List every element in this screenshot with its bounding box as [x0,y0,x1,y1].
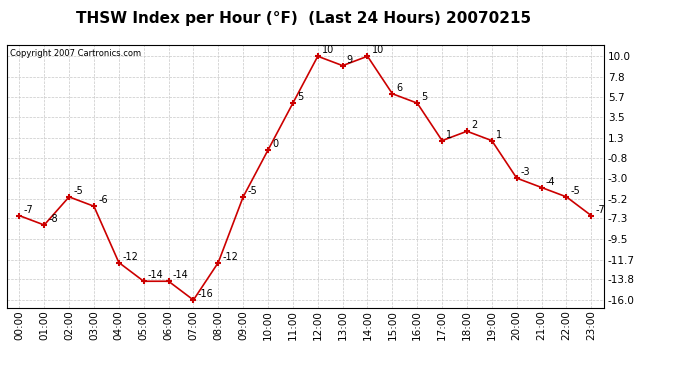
Text: -7: -7 [595,205,605,215]
Text: 2: 2 [471,120,477,130]
Text: 5: 5 [297,92,304,102]
Text: -4: -4 [546,177,555,187]
Text: -12: -12 [123,252,139,262]
Text: -7: -7 [23,205,33,215]
Text: 1: 1 [446,130,453,140]
Text: 1: 1 [496,130,502,140]
Text: 10: 10 [322,45,334,56]
Text: -14: -14 [148,270,164,280]
Text: -5: -5 [571,186,580,196]
Text: THSW Index per Hour (°F)  (Last 24 Hours) 20070215: THSW Index per Hour (°F) (Last 24 Hours)… [76,11,531,26]
Text: 6: 6 [397,83,403,93]
Text: 5: 5 [422,92,428,102]
Text: 0: 0 [272,139,278,149]
Text: 10: 10 [372,45,384,56]
Text: -3: -3 [521,167,531,177]
Text: -6: -6 [98,195,108,206]
Text: -12: -12 [222,252,238,262]
Text: -16: -16 [197,289,213,299]
Text: -14: -14 [172,270,188,280]
Text: -5: -5 [73,186,83,196]
Text: -5: -5 [247,186,257,196]
Text: 9: 9 [347,55,353,65]
Text: -8: -8 [48,214,58,224]
Text: Copyright 2007 Cartronics.com: Copyright 2007 Cartronics.com [10,49,141,58]
